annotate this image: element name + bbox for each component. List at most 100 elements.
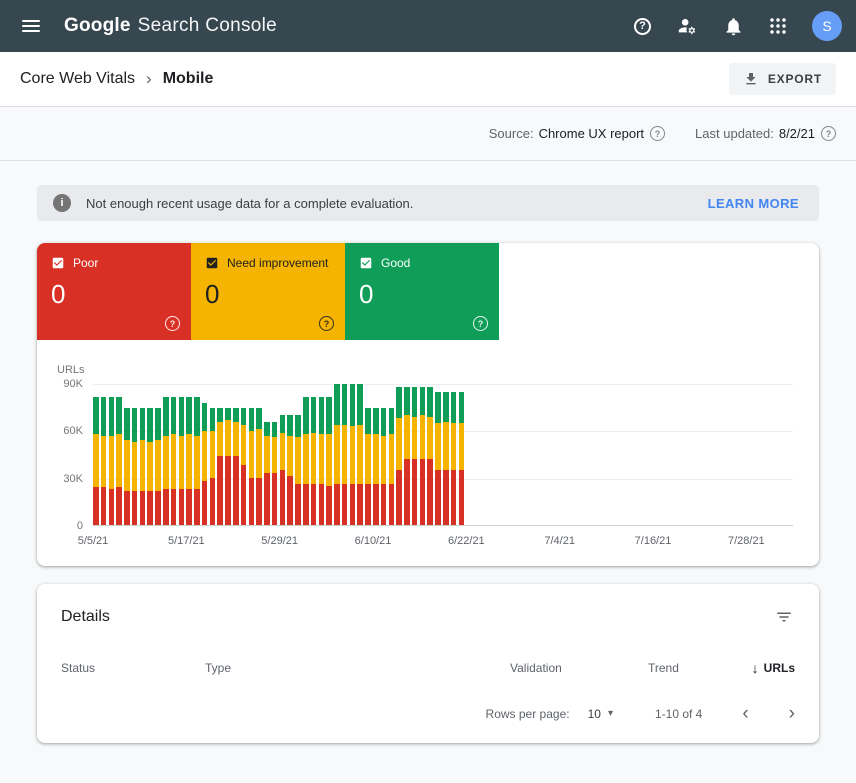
chart-bar[interactable] — [100, 384, 107, 525]
chart-bar[interactable] — [124, 384, 130, 525]
tile-help-icon[interactable]: ? — [165, 316, 180, 331]
chart-bar[interactable] — [373, 384, 379, 525]
column-header-status[interactable]: Status — [61, 661, 96, 675]
tile-help-icon[interactable]: ? — [319, 316, 334, 331]
bar-segment-need-improvement — [217, 421, 224, 457]
chart-bar[interactable] — [264, 384, 270, 525]
bar-segment-poor — [131, 490, 138, 525]
core-web-vitals-chart-card: Poor 0 ? Need improvement 0 ? Good 0 — [37, 243, 819, 566]
bar-segment-need-improvement — [93, 434, 99, 488]
bar-segment-poor — [365, 484, 371, 525]
chart-bar[interactable] — [450, 384, 457, 525]
chart-bar[interactable] — [108, 384, 115, 525]
checked-checkbox-icon[interactable] — [205, 256, 219, 270]
next-page-button[interactable]: › — [788, 703, 795, 724]
chart-bar[interactable] — [194, 384, 200, 525]
chart-bar[interactable] — [217, 384, 224, 525]
chart-bar[interactable] — [295, 384, 301, 525]
hamburger-menu-button[interactable] — [18, 13, 44, 39]
status-tile[interactable]: Need improvement 0 ? — [191, 243, 345, 340]
chart-bar[interactable] — [170, 384, 177, 525]
column-header-trend[interactable]: Trend — [648, 661, 679, 675]
chart-bar[interactable] — [240, 384, 247, 525]
chart-bar[interactable] — [139, 384, 146, 525]
chart-bar[interactable] — [349, 384, 356, 525]
checked-checkbox-icon[interactable] — [359, 256, 373, 270]
chart-bar[interactable] — [163, 384, 169, 525]
column-header-urls[interactable]: ↓ URLs — [752, 660, 795, 676]
bar-segment-poor — [256, 478, 262, 525]
chart-bar[interactable] — [380, 384, 387, 525]
apps-grid-button[interactable] — [769, 17, 787, 35]
help-button[interactable]: ? — [634, 17, 651, 35]
chart-bar[interactable] — [427, 384, 434, 525]
x-tick-label: 6/10/21 — [354, 535, 392, 547]
chart-bar[interactable] — [155, 384, 161, 525]
chart-bar[interactable] — [225, 384, 231, 525]
chart-bar[interactable] — [233, 384, 239, 525]
chart-bar[interactable] — [318, 384, 325, 525]
chart-bar[interactable] — [116, 384, 122, 525]
tile-help-icon[interactable]: ? — [473, 316, 488, 331]
chart-bar[interactable] — [404, 384, 410, 525]
bar-segment-need-improvement — [411, 416, 418, 460]
chart-bar[interactable] — [365, 384, 371, 525]
chart-bar[interactable] — [186, 384, 192, 525]
filter-button[interactable] — [773, 604, 795, 630]
chart-bar[interactable] — [326, 384, 332, 525]
bar-segment-poor — [264, 473, 270, 525]
bar-segment-need-improvement — [326, 434, 332, 486]
chart-bar[interactable] — [458, 384, 465, 525]
bar-segment-good — [349, 384, 356, 427]
chart-bar[interactable] — [178, 384, 185, 525]
previous-page-button[interactable]: ‹ — [742, 703, 749, 724]
chart-bar[interactable] — [419, 384, 426, 525]
user-settings-button[interactable] — [676, 15, 698, 37]
chart-bar[interactable] — [279, 384, 286, 525]
export-button[interactable]: EXPORT — [728, 63, 836, 95]
bar-segment-good — [256, 407, 262, 430]
chart-bar[interactable] — [147, 384, 154, 525]
bar-segment-need-improvement — [373, 434, 379, 485]
bar-segment-good — [100, 396, 107, 436]
status-tile[interactable]: Good 0 ? — [345, 243, 499, 340]
avatar[interactable]: S — [812, 11, 842, 41]
urls-stacked-bar-chart: URLs 90K 60K 30K 0 5 — [37, 340, 819, 552]
chart-bar[interactable] — [357, 384, 364, 525]
chart-bar[interactable] — [341, 384, 348, 525]
chart-bar[interactable] — [256, 384, 262, 525]
chart-bar[interactable] — [303, 384, 309, 525]
chart-bar[interactable] — [396, 384, 402, 525]
chart-bar[interactable] — [334, 384, 340, 525]
rows-per-page-select[interactable]: 10 ▾ — [582, 706, 619, 722]
bar-segment-good — [139, 407, 146, 441]
chart-bar[interactable] — [435, 384, 441, 525]
bar-segment-need-improvement — [443, 421, 449, 471]
chart-bar[interactable] — [201, 384, 208, 525]
last-updated-help-icon[interactable]: ? — [821, 126, 836, 141]
chart-bar[interactable] — [443, 384, 449, 525]
notifications-button[interactable] — [723, 16, 744, 37]
column-header-type[interactable]: Type — [205, 661, 232, 675]
bar-segment-poor — [287, 476, 294, 525]
column-header-validation[interactable]: Validation — [510, 661, 562, 675]
chart-bar[interactable] — [248, 384, 255, 525]
chart-bar[interactable] — [131, 384, 138, 525]
breadcrumb-core-web-vitals[interactable]: Core Web Vitals — [20, 70, 136, 87]
learn-more-link[interactable]: LEARN MORE — [704, 196, 803, 211]
y-axis: 90K 60K 30K 0 — [55, 378, 93, 532]
chart-bar[interactable] — [93, 384, 99, 525]
checked-checkbox-icon[interactable] — [51, 256, 65, 270]
bar-segment-need-improvement — [310, 432, 317, 485]
chart-bar[interactable] — [411, 384, 418, 525]
chart-bar[interactable] — [271, 384, 278, 525]
bar-segment-poor — [427, 459, 434, 525]
chart-bar[interactable] — [287, 384, 294, 525]
chart-bar[interactable] — [388, 384, 395, 525]
status-tile[interactable]: Poor 0 ? — [37, 243, 191, 340]
chart-bar[interactable] — [310, 384, 317, 525]
y-tick-label: 0 — [76, 520, 83, 532]
pagination-bar: Rows per page: 10 ▾ 1-10 of 4 ‹ › — [37, 690, 819, 739]
source-help-icon[interactable]: ? — [650, 126, 666, 141]
chart-bar[interactable] — [209, 384, 216, 525]
